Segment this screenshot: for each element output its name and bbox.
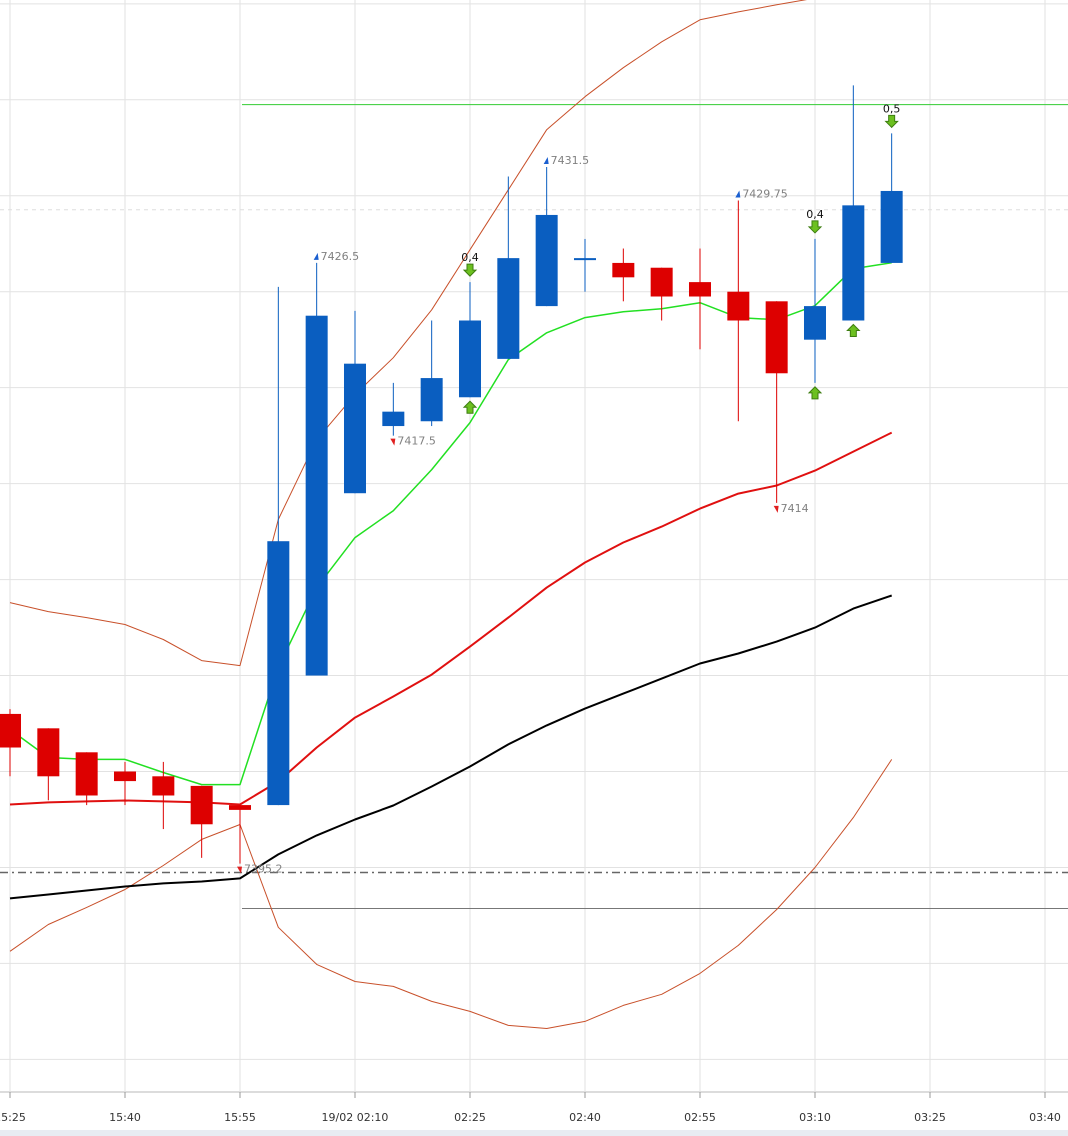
x-tick-label: 15:40: [109, 1111, 141, 1124]
bottom-border: [0, 1130, 1068, 1136]
candle-body: [382, 411, 405, 427]
candle-body: [113, 771, 136, 782]
candle-body: [458, 320, 481, 398]
candle-body: [420, 378, 443, 422]
x-tick-label: 03:25: [914, 1111, 946, 1124]
low-label: 7417.5: [397, 435, 436, 448]
candle-body: [37, 728, 60, 777]
candle-body: [803, 306, 826, 340]
low-label: 7414: [781, 502, 809, 515]
x-tick-label: 03:40: [1029, 1111, 1061, 1124]
candle-body: [842, 205, 865, 321]
high-marker: [543, 156, 549, 164]
high-label: 7431.5: [551, 154, 590, 167]
candle-body: [727, 291, 750, 321]
signal-arrow-down: [884, 114, 899, 129]
low-marker: [236, 866, 242, 874]
candle-body: [190, 785, 213, 825]
candle-body: [497, 258, 520, 359]
candle-body: [573, 258, 596, 261]
signal-label: 0,4: [461, 251, 479, 264]
candle-body: [305, 315, 328, 676]
x-tick-label: 02:40: [569, 1111, 601, 1124]
high-marker: [313, 252, 319, 260]
candle-body: [0, 713, 21, 748]
candle-body: [228, 805, 251, 810]
candle-body: [152, 776, 175, 796]
indicator-line: [9, 431, 893, 806]
low-marker: [390, 438, 396, 446]
high-label: 7426.5: [321, 250, 360, 263]
x-axis: 15:25 15:40 15:55 19/02 02:10 02:25 02:40 02:5…: [0, 1092, 1061, 1124]
indicator-lines: [9, 0, 893, 1029]
x-axis-band: [0, 1092, 1068, 1130]
low-label: 7395.2: [244, 863, 282, 876]
high-label: 7429.75: [742, 188, 788, 201]
signal-arrow-up: [807, 386, 823, 400]
candle-body: [75, 752, 98, 796]
indicator-line: [9, 594, 893, 900]
signal-label: 0,5: [883, 102, 901, 115]
signal-arrow-up: [846, 323, 861, 337]
candle-body: [688, 282, 711, 297]
high-marker: [735, 190, 741, 198]
indicator-line: [9, 0, 808, 667]
candle-body: [650, 267, 673, 297]
candle-body: [765, 301, 788, 374]
candle-body: [612, 262, 635, 278]
candle-body: [535, 214, 558, 307]
x-tick-label: 19/02 02:10: [322, 1111, 389, 1124]
x-tick-label: 02:55: [684, 1111, 716, 1124]
candle-body: [267, 541, 290, 806]
signal-arrow-down: [462, 263, 478, 277]
candles: [0, 85, 903, 864]
low-marker: [773, 505, 779, 513]
signal-arrow-down: [807, 220, 823, 234]
x-tick-label: 02:25: [454, 1111, 486, 1124]
grid: [0, 0, 1068, 1092]
annotations: 7426.5 7431.5 7429.75 7395.2 7417.5 7414 0,4 0,…: [236, 102, 901, 876]
candle-body: [343, 363, 366, 494]
signal-arrow-up: [462, 400, 478, 414]
indicator-line: [9, 759, 893, 1029]
x-tick-label: 15:25: [0, 1111, 26, 1124]
signal-label: 0,4: [806, 208, 824, 221]
x-tick-label: 15:55: [224, 1111, 256, 1124]
x-tick-label: 03:10: [799, 1111, 831, 1124]
candle-body: [880, 190, 903, 263]
